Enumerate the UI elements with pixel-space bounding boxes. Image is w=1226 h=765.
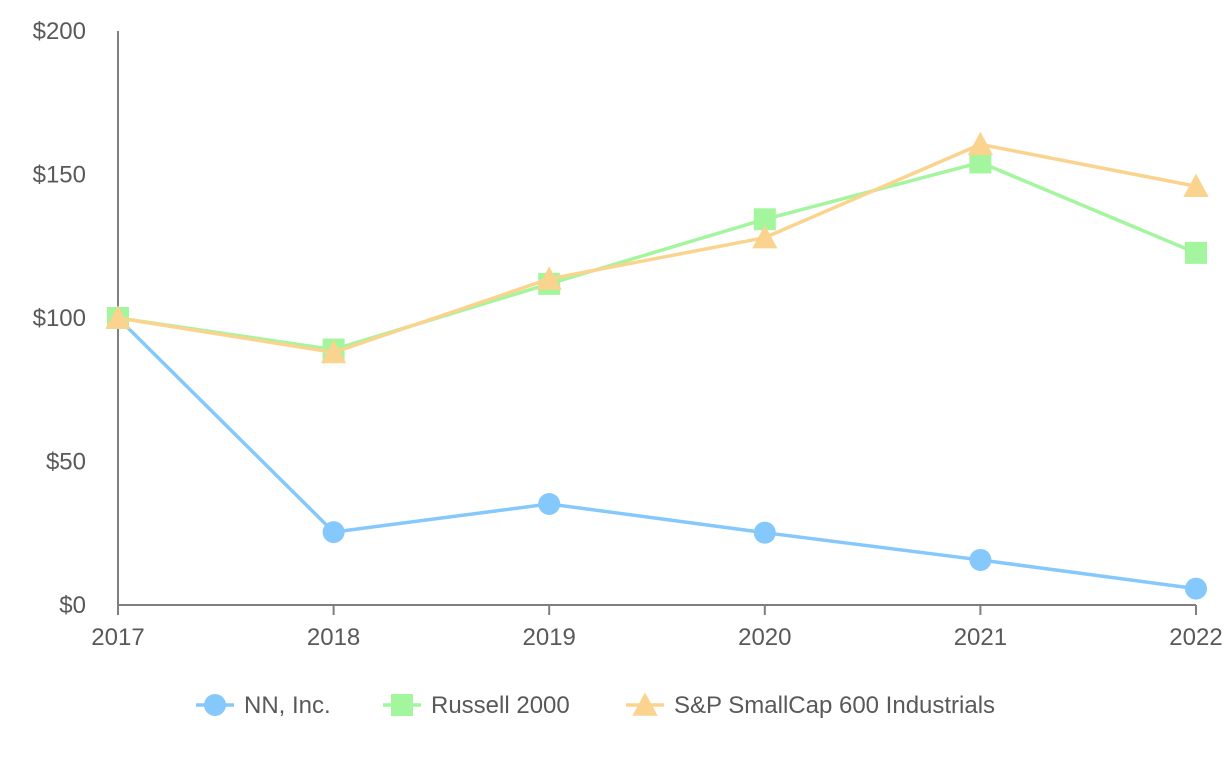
data-point [1183,173,1209,198]
x-tick-label: 2018 [307,624,360,651]
series-group [105,131,1209,600]
data-point [753,208,776,231]
data-point [967,131,994,156]
series-line [116,316,1198,591]
series-s-p-smallcap-600-industrials [105,131,1209,364]
x-tick-label: 2017 [91,624,144,651]
data-point [753,521,776,544]
data-point [320,339,347,364]
axes: $0 $50 $100 $150 $200 2017 2018 2019 2020 2021 202… [33,18,1223,651]
series-nn-inc [107,307,1207,600]
legend-label: NN, Inc. [244,692,331,719]
legend-marker [391,694,413,716]
legend-label: S&P SmallCap 600 Industrials [674,692,995,719]
y-tick-label: $150 [33,162,86,189]
legend-label: Russell 2000 [431,692,570,719]
data-point [752,224,778,249]
x-tick-label: 2020 [738,624,791,651]
legend-item: Russell 2000 [383,692,570,719]
data-point [1185,577,1207,600]
data-point [1185,241,1207,264]
data-point [969,548,992,571]
series-line [116,160,1198,352]
legend-item: NN, Inc. [196,692,331,719]
legend-item: S&P SmallCap 600 Industrials [626,692,995,719]
legend: NN, Inc. Russell 2000 S&P SmallCap 600 Ind… [196,692,995,719]
legend-marker [632,692,658,716]
legend-marker [204,694,226,716]
x-tick-label: 2019 [523,624,576,651]
data-point [969,151,992,174]
y-tick-label: $0 [59,592,86,619]
y-tick-label: $100 [33,305,86,332]
data-point [536,266,562,290]
y-tick-label: $200 [33,18,86,45]
x-tick-label: 2021 [954,624,1007,651]
data-point [538,492,561,515]
data-point [105,305,131,329]
series-russell-2000 [107,151,1207,361]
x-tick-label: 2022 [1169,624,1222,651]
series-line [116,142,1198,355]
data-point [322,521,345,544]
y-tick-label: $50 [46,449,86,476]
